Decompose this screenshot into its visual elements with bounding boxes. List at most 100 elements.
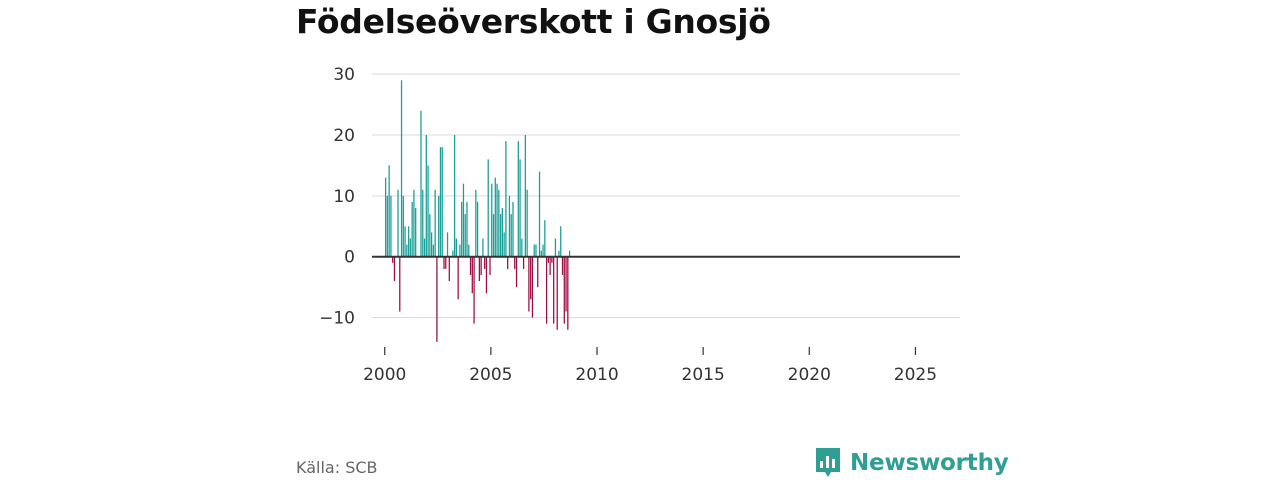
bar (491, 183, 493, 257)
bar (512, 201, 514, 257)
bar (501, 208, 504, 257)
bar (565, 256, 567, 312)
bar (461, 201, 463, 257)
bar (514, 256, 516, 269)
bar (542, 244, 544, 257)
bar (482, 238, 484, 257)
bar (415, 208, 417, 257)
x-tick-label: 2005 (469, 365, 512, 385)
bar (457, 256, 459, 300)
bar (407, 226, 410, 257)
bar (563, 256, 565, 324)
bar (402, 195, 404, 257)
bar (392, 256, 394, 263)
bar (406, 244, 408, 257)
bar (510, 214, 512, 257)
bar (409, 238, 412, 257)
bar (517, 141, 519, 257)
bar (475, 189, 477, 257)
y-tick-label: 30 (333, 65, 355, 85)
bar (422, 189, 424, 257)
bar (404, 226, 406, 257)
bar (462, 183, 465, 257)
bar (544, 220, 546, 257)
bar (540, 250, 542, 257)
bar (535, 244, 537, 257)
bar (427, 165, 429, 257)
bar (553, 256, 555, 324)
y-tick-label: 0 (344, 248, 355, 268)
x-tick-label: 2025 (894, 365, 937, 385)
bar (413, 189, 415, 257)
bar (487, 159, 489, 257)
x-tick-label: 2015 (682, 365, 725, 385)
bar (438, 195, 440, 257)
bar (386, 195, 389, 257)
bar (478, 256, 481, 282)
bar (480, 256, 482, 275)
bar (446, 232, 449, 257)
bar (388, 165, 390, 257)
newsworthy-logo-text: Newsworthy (850, 450, 1009, 476)
bar (505, 141, 507, 257)
bar (420, 110, 422, 257)
bar (556, 256, 558, 330)
newsworthy-logo[interactable]: Newsworthy (814, 446, 1009, 480)
bars (384, 80, 571, 342)
bar (411, 201, 413, 257)
bar (530, 256, 532, 300)
bar (558, 250, 560, 257)
bar (549, 256, 551, 275)
bar (515, 256, 518, 288)
bar (423, 238, 426, 257)
x-tick-label: 2010 (575, 365, 618, 385)
bar (533, 244, 535, 257)
bar (459, 244, 461, 257)
bar (453, 135, 456, 257)
y-tick-label: 20 (333, 126, 355, 146)
bar (393, 256, 396, 282)
newsworthy-logo-icon (816, 448, 840, 477)
bar (492, 214, 495, 257)
bar (531, 256, 534, 318)
bar (390, 195, 392, 257)
bar (425, 135, 427, 257)
bar (466, 201, 468, 257)
bar (507, 256, 509, 269)
bar (521, 238, 523, 257)
bar (439, 147, 442, 257)
bar (568, 250, 571, 257)
bar (464, 214, 466, 257)
x-tick-label: 2000 (363, 365, 406, 385)
bar (503, 232, 505, 257)
source-label: Källa: SCB (296, 458, 378, 477)
bar (508, 195, 511, 257)
bar (430, 232, 433, 257)
bar (524, 135, 527, 257)
bar (432, 244, 435, 257)
bar (452, 250, 454, 257)
bar (445, 256, 447, 269)
y-axis: 30 20 10 0 −10 (319, 65, 355, 328)
bar (441, 147, 443, 257)
y-tick-label: 10 (333, 187, 355, 207)
bar (498, 189, 500, 257)
bar (526, 189, 528, 257)
bar (397, 189, 399, 257)
bar (436, 256, 438, 342)
bar (499, 214, 502, 257)
y-tick-label: −10 (319, 309, 355, 329)
x-axis: 2000 2005 2010 2015 2020 2025 (363, 347, 937, 385)
bar (473, 256, 475, 324)
bar (554, 238, 557, 257)
x-tick-label: 2020 (788, 365, 831, 385)
bar (560, 226, 562, 257)
bar (384, 177, 387, 257)
grid-lines (372, 73, 960, 319)
bar (547, 256, 550, 263)
bar (496, 183, 498, 257)
bar (489, 256, 491, 275)
bar (400, 80, 403, 257)
bar (434, 189, 436, 257)
